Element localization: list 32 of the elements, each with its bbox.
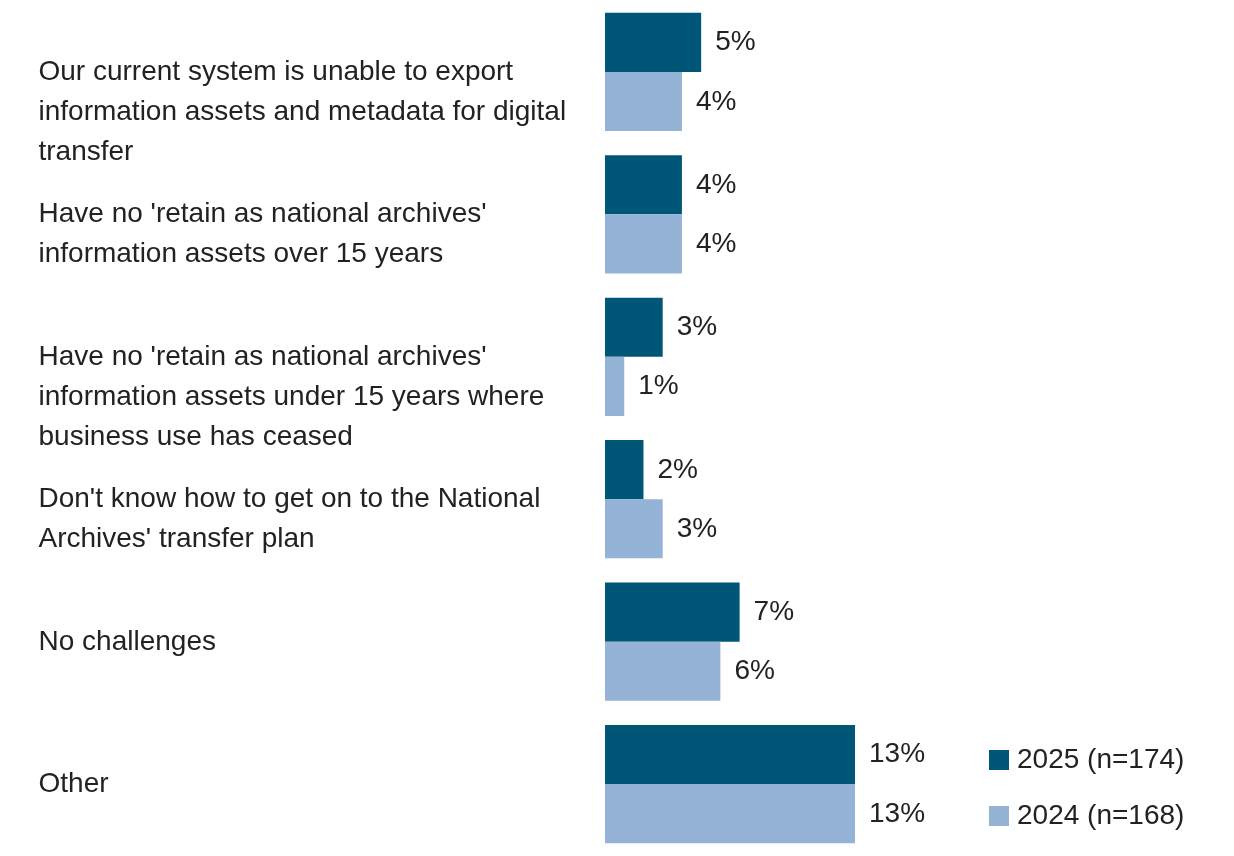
legend-label: 2025 (n=174) bbox=[1017, 743, 1185, 774]
y-tick-label: Our current system is unable to export information assets and metadata for digital transfer bbox=[38, 54, 567, 166]
data-label: 6% bbox=[734, 654, 775, 686]
legend-label: 2024 (n=168) bbox=[1017, 799, 1185, 830]
y-tick-label: No challenges bbox=[38, 624, 216, 656]
bar bbox=[605, 440, 644, 500]
data-label: 4% bbox=[695, 167, 737, 199]
bar bbox=[605, 582, 740, 642]
data-label: 3% bbox=[676, 310, 718, 342]
bar bbox=[605, 641, 721, 701]
bar bbox=[605, 297, 663, 357]
data-label: 13% bbox=[869, 737, 926, 769]
y-tick-label: Have no 'retain as national archives' information assets under 15 years where business use has ceased bbox=[38, 339, 545, 451]
data-label: 5% bbox=[715, 25, 756, 57]
bar bbox=[605, 214, 682, 274]
bar bbox=[605, 499, 663, 559]
y-tick-label: Have no 'retain as national archives' information assets over 15 years bbox=[38, 197, 487, 269]
data-label: 7% bbox=[753, 595, 795, 627]
data-label: 4% bbox=[695, 226, 737, 258]
y-tick-label: Don't know how to get on to the National Archives' transfer plan bbox=[38, 482, 541, 554]
y-tick-label: Other bbox=[38, 767, 109, 799]
data-label: 1% bbox=[638, 369, 679, 401]
data-label: 2% bbox=[657, 452, 698, 484]
bar bbox=[605, 784, 855, 844]
data-label: 13% bbox=[869, 796, 926, 828]
bar bbox=[605, 356, 625, 416]
data-label: 4% bbox=[695, 84, 737, 116]
bar bbox=[605, 71, 682, 132]
bar bbox=[605, 155, 682, 215]
data-label: 3% bbox=[676, 511, 718, 543]
bar bbox=[605, 12, 702, 72]
bar bbox=[605, 724, 855, 785]
